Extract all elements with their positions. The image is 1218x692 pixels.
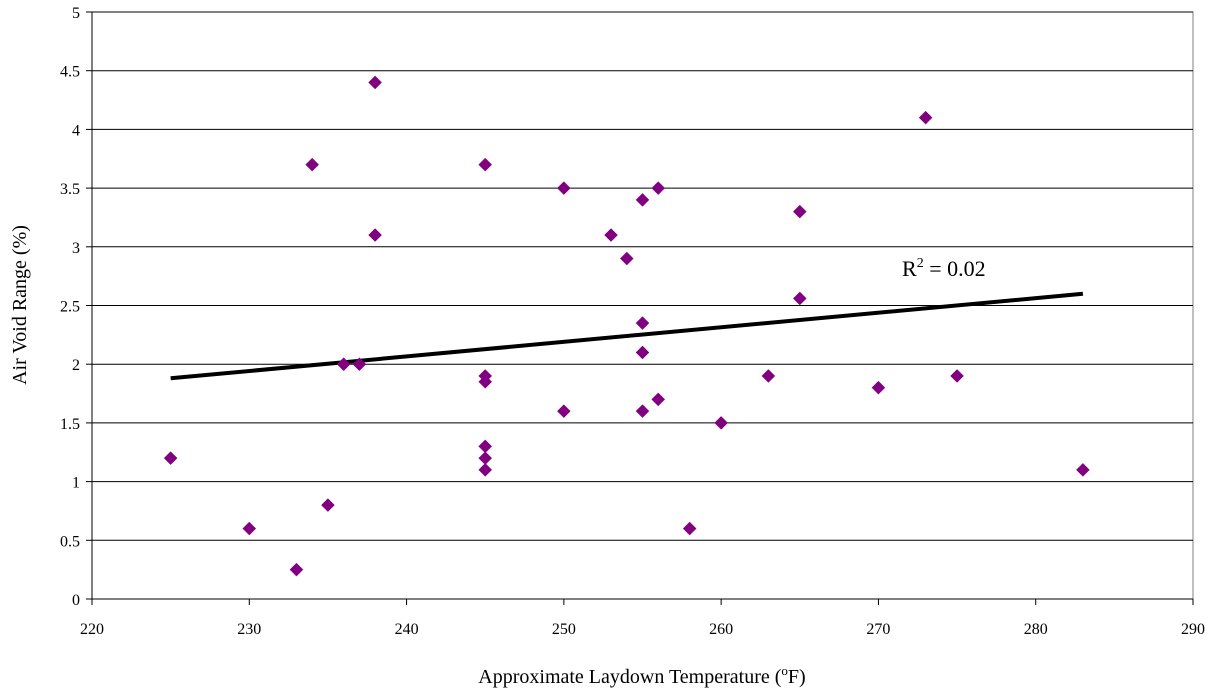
- data-point: [651, 392, 666, 407]
- data-point: [163, 451, 178, 465]
- data-point: [289, 562, 304, 577]
- y-tick-label: 2: [72, 357, 80, 374]
- data-point: [619, 251, 634, 266]
- x-tick-label: 250: [552, 621, 576, 638]
- r-squared-sup: 2: [917, 256, 924, 271]
- x-axis-title-tail: F): [788, 666, 806, 688]
- data-point: [682, 521, 697, 536]
- data-point: [336, 357, 351, 372]
- y-axis-title: Air Void Range (%): [9, 225, 31, 385]
- y-tick-label: 3: [72, 240, 80, 257]
- x-axis-title: Approximate Laydown Temperature (oF): [478, 663, 805, 688]
- data-point: [368, 75, 382, 90]
- data-point: [478, 463, 493, 477]
- data-point: [918, 110, 933, 125]
- y-tick-label: 1.5: [60, 416, 80, 433]
- x-tick-label: 260: [709, 621, 733, 638]
- y-tick-label: 4.5: [60, 64, 80, 81]
- x-tick-label: 280: [1024, 621, 1048, 638]
- trendline: [170, 291, 1084, 381]
- data-point: [635, 316, 650, 330]
- r-squared-annotation: R2 = 0.02: [902, 256, 986, 281]
- x-tick-label: 240: [395, 621, 419, 638]
- gridlines: [92, 11, 1193, 541]
- data-point: [557, 181, 571, 195]
- y-tick-label: 2.5: [60, 299, 80, 316]
- y-tick-label: 0: [72, 592, 80, 609]
- data-point: [305, 157, 320, 172]
- data-point: [761, 369, 776, 383]
- x-tick-label: 230: [237, 621, 261, 638]
- data-point: [950, 369, 964, 383]
- data-point: [478, 157, 493, 172]
- x-tick-label: 270: [866, 621, 890, 638]
- data-point: [714, 416, 728, 430]
- r-squared-value: = 0.02: [924, 256, 986, 281]
- data-points: [163, 75, 1090, 577]
- x-tick-label: 290: [1181, 621, 1205, 638]
- y-axis-ticks: 0 0.5 1 1.5 2 2.5 3 3.5 4 4.5 5: [60, 5, 92, 609]
- trendline-group: [170, 291, 1084, 381]
- x-axis-title-sup: o: [781, 663, 788, 678]
- x-axis-ticks: 220 230 240 250 260 270 280 290: [80, 599, 1205, 638]
- data-point: [352, 357, 367, 372]
- data-point: [478, 374, 493, 389]
- y-tick-label: 1: [72, 475, 80, 492]
- data-point: [792, 204, 807, 219]
- data-point: [242, 521, 257, 536]
- data-point: [368, 228, 382, 242]
- data-point: [792, 291, 807, 306]
- data-point: [651, 181, 666, 195]
- r-squared-r: R: [902, 256, 917, 281]
- y-tick-label: 5: [72, 5, 80, 22]
- x-axis-title-main: Approximate Laydown Temperature (: [478, 666, 781, 688]
- y-tick-label: 3.5: [60, 181, 80, 198]
- data-point: [635, 192, 650, 207]
- y-tick-label: 0.5: [60, 533, 80, 550]
- data-point: [635, 404, 650, 419]
- data-point: [635, 345, 650, 360]
- data-point: [871, 380, 886, 395]
- y-tick-label: 4: [72, 122, 80, 139]
- data-point: [557, 404, 571, 419]
- data-point: [1076, 463, 1090, 477]
- x-tick-label: 220: [80, 621, 104, 638]
- data-point: [604, 228, 618, 242]
- data-point: [321, 498, 335, 512]
